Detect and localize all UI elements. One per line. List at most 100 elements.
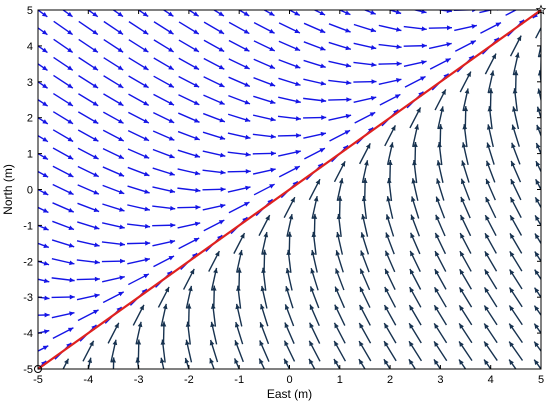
arrow-head (259, 358, 264, 365)
field-arrow (186, 303, 192, 327)
arrow-head (434, 323, 439, 329)
arrow-head (295, 81, 301, 87)
field-arrow (360, 250, 370, 273)
field-arrow (110, 339, 118, 363)
field-arrow (278, 96, 301, 104)
arrow-head (136, 339, 142, 345)
field-arrow (53, 56, 74, 71)
arrow-head (270, 116, 276, 122)
field-arrow (459, 71, 472, 93)
field-arrow (178, 21, 200, 35)
arrow-head (385, 250, 390, 257)
field-arrow (359, 143, 371, 165)
arrow-head (294, 28, 300, 33)
arrow-head (411, 178, 417, 184)
arrow-head (459, 305, 465, 311)
arrow-head (509, 323, 515, 330)
field-arrow (353, 42, 377, 50)
arrow-head (270, 134, 276, 139)
arrow-head (67, 11, 73, 17)
arrow-head (294, 166, 300, 171)
arrow-head (238, 250, 243, 256)
x-tick-label: -3 (134, 374, 144, 386)
field-arrow (203, 76, 225, 88)
field-arrow (309, 304, 320, 327)
field-arrow (52, 129, 74, 143)
field-arrow (386, 196, 394, 219)
arrow-head (118, 189, 125, 195)
arrow-head (358, 359, 364, 365)
arrow-head (345, 62, 352, 68)
field-arrow (102, 111, 124, 124)
field-arrow (387, 10, 402, 15)
field-arrow (236, 267, 242, 291)
arrow-head (161, 321, 167, 327)
field-arrow (211, 285, 217, 309)
field-arrow (308, 340, 321, 362)
field-arrow (153, 255, 175, 268)
arrow-head (210, 321, 215, 328)
arrow-head (168, 29, 174, 35)
arrow-head (42, 208, 49, 213)
arrow-head (295, 149, 301, 155)
arrow-head (335, 250, 341, 256)
arrow-head (67, 47, 73, 53)
arrow-head (245, 134, 251, 140)
arrow-head (486, 142, 492, 148)
arrow-head (460, 214, 465, 221)
field-arrow (434, 232, 447, 255)
arrow-head (445, 58, 451, 63)
field-arrow (153, 93, 175, 106)
field-arrow (77, 309, 99, 322)
arrow-head (409, 305, 414, 311)
field-arrow (535, 142, 541, 156)
field-arrow (102, 275, 125, 283)
arrow-head (369, 112, 376, 117)
field-arrow (409, 250, 421, 273)
field-arrow (510, 178, 522, 201)
field-arrow (61, 10, 73, 18)
x-tick-label: 1 (337, 374, 343, 386)
arrow-head (93, 154, 99, 159)
arrow-head (410, 250, 415, 257)
arrow-head (43, 260, 50, 266)
arrow-head (367, 127, 374, 133)
arrow-head (345, 45, 351, 51)
field-arrow (152, 239, 176, 247)
arrow-head (509, 359, 514, 366)
field-arrow (403, 43, 427, 49)
arrow-head (137, 321, 143, 328)
field-arrow (362, 177, 368, 202)
arrow-head (491, 53, 497, 60)
y-tick-label: -3 (23, 292, 33, 304)
field-arrow (184, 357, 190, 369)
arrow-head (119, 207, 125, 212)
field-arrow (160, 303, 168, 327)
arrow-head (534, 305, 540, 312)
arrow-head (439, 106, 445, 112)
field-arrow (534, 233, 541, 245)
arrow-head (438, 124, 443, 130)
field-arrow (409, 286, 422, 308)
arrow-head (535, 197, 540, 203)
field-arrow (235, 303, 243, 327)
arrow-head (486, 124, 492, 130)
field-arrow (234, 339, 244, 363)
arrow-head (117, 11, 123, 17)
field-arrow (233, 358, 240, 369)
arrow-head (516, 35, 522, 42)
arrow-head (244, 64, 250, 69)
arrow-head (346, 80, 352, 85)
field-arrow (128, 93, 150, 106)
arrow-head (218, 29, 225, 34)
arrow-head (184, 357, 190, 364)
arrow-head (67, 101, 73, 106)
field-arrow (354, 111, 376, 124)
field-arrow (202, 150, 226, 158)
arrow-head (319, 10, 326, 16)
arrow-head (270, 151, 276, 156)
arrow-head (213, 267, 218, 274)
field-arrow (77, 165, 100, 178)
field-arrow (384, 250, 396, 273)
